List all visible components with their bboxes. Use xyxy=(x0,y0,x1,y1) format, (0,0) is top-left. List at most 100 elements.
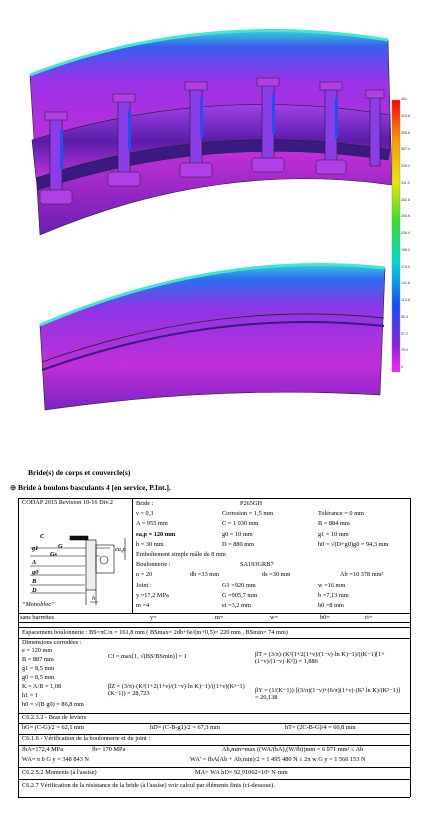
spec: G1 =920 mm xyxy=(222,581,256,589)
spec: P265GH xyxy=(240,500,263,507)
row-line xyxy=(18,622,410,623)
row-line xyxy=(18,713,410,714)
spec: g1 = 10 mm xyxy=(318,530,349,538)
spec: D = 880 mm xyxy=(222,540,255,548)
drawing-label: ea,p xyxy=(115,546,126,553)
legend-label: 395.6 xyxy=(401,130,410,135)
section-text: MA= WA hD= 92,91062×10⁶ N·mm xyxy=(195,769,288,776)
row-line xyxy=(18,613,410,614)
row-line xyxy=(18,638,410,639)
legend-label: 170.0 xyxy=(401,264,410,269)
anchor-icon: ⊕ xyxy=(10,483,17,492)
legend-label: 254.6 xyxy=(401,214,410,219)
formula: Cf = max[1, √(BS/BSmin)] = 1 xyxy=(108,653,187,660)
spec: Joint : xyxy=(136,581,152,589)
bars-cell: y= xyxy=(150,614,157,621)
drawing-label: g1 xyxy=(32,545,39,552)
formula: βZ = (3/π)·(K²(1+2(1+ν)/(1−ν)·ln K)−1)/(… xyxy=(108,683,245,697)
legend-label: 367.4 xyxy=(401,147,410,152)
legend-label: 451 xyxy=(401,97,407,101)
drawing-label: C xyxy=(40,533,45,540)
row-line xyxy=(18,723,410,724)
legend-label: 29.0 xyxy=(401,348,408,353)
dim: h1 = 1 xyxy=(22,692,39,699)
spec: m =4 xyxy=(136,602,150,609)
section-text: Ab,min=max ((WA/fbA),(W/fb))mm = 6 971 m… xyxy=(222,746,364,753)
spec: b =7,13 mm xyxy=(318,591,349,599)
section-text: C6.2.5.2 Moments (à l'assise) xyxy=(22,769,97,776)
doc-title: Bride(s) de corps et couvercle(s) xyxy=(28,468,131,477)
formula: βY = (1/(K−1))·[(3/π)(1−ν)+(6/π)(1+ν)·(K… xyxy=(255,687,401,701)
legend-label: 311.0 xyxy=(401,180,410,185)
drawing-label: g0 xyxy=(32,569,39,576)
section-text: WA' = fbA(Ab + Ab,min)/2 = 1 495 480 N ≤… xyxy=(190,756,366,763)
spec: ei =3,2 mm xyxy=(222,602,251,609)
spec: ds =30 mm xyxy=(262,571,291,579)
row-line xyxy=(18,745,410,746)
drawing-label: B xyxy=(32,578,37,585)
spec: h = 30 mm xyxy=(136,540,164,548)
legend-label: 198.2 xyxy=(401,247,410,252)
spec: G =905,7 mm xyxy=(222,591,258,599)
spec: g0 = 10 mm xyxy=(222,530,253,538)
section-text: hD= (C-B-g1)/2 = 67,3 mm xyxy=(150,724,220,731)
section-text: fb= 170 MPa xyxy=(92,746,126,753)
drawing-label: Gs xyxy=(50,551,57,558)
table-border xyxy=(410,498,411,797)
legend-label: 113.6 xyxy=(401,298,410,302)
drawing-label: “Monobloc” xyxy=(22,601,55,608)
spec: Ab =10 378 mm² xyxy=(340,571,384,579)
doc-subtitle: Bride à boulons basculants 4 [en service… xyxy=(18,483,171,492)
table-border xyxy=(18,498,19,797)
spec: Boulonnerie : xyxy=(136,561,171,569)
drawing-label: A xyxy=(32,559,37,566)
code-label: CODAP 2015 Revision 10-16 Div.2 xyxy=(22,499,113,506)
spec: B = 884 mm xyxy=(318,520,350,528)
bars-cell: sans barrettes xyxy=(20,614,55,621)
spec: w =16 mm xyxy=(318,581,346,589)
spec: n = 20 xyxy=(136,571,153,579)
spec: Bride : xyxy=(136,500,154,507)
drawing-label: h xyxy=(92,595,96,602)
section-text: hT= (2C-B-G)/4 = 66,8 mm xyxy=(285,724,356,731)
dim: g0 = 8,5 mm xyxy=(22,674,55,681)
dim: e = 120 mm xyxy=(22,647,53,654)
legend-label: 57.2 xyxy=(401,331,408,336)
dims-title: Dimensions corrodées : xyxy=(22,639,82,646)
fea-renders xyxy=(29,29,401,411)
legend-label: 0. xyxy=(401,365,404,369)
table-border xyxy=(18,498,410,499)
spec: SA193GRB7 xyxy=(240,561,274,569)
spec: A = 955 mm xyxy=(136,520,168,528)
row-line xyxy=(18,767,410,768)
section-text: C6.2.7 Vérification de la résistance de … xyxy=(22,782,275,789)
spec: ν = 0,3 xyxy=(136,510,154,518)
bars-cell: m= xyxy=(215,614,224,621)
legend-label: 85.4 xyxy=(401,314,408,319)
row-line xyxy=(18,779,410,780)
legend-label: 339.2 xyxy=(401,164,410,168)
spec: Emboîtement simple mâle de 8 mm xyxy=(136,551,226,558)
section-text: WA= π b G y = 348 843 N xyxy=(22,756,89,763)
spec: C = 1 030 mm xyxy=(222,520,259,528)
drawing-label: D xyxy=(32,587,37,594)
section-text: fbA=172,4 MPa xyxy=(22,746,63,753)
legend-label: 141.8 xyxy=(401,281,410,286)
legend-label: 226.4 xyxy=(401,231,410,235)
drawing-label: G xyxy=(58,543,63,550)
bars-cell: b0= xyxy=(320,614,330,621)
legend-label: 423.8 xyxy=(401,113,410,118)
section-text: hG= (C-G)/2 = 62,1 mm xyxy=(22,724,84,731)
spacing: Espacement boulonnerie : BS=πC/n = 161,8… xyxy=(22,629,288,636)
spec: h0 = √(D+g0)g0 = 94,3 mm xyxy=(318,540,389,548)
spec: db =33 mm xyxy=(190,571,220,579)
formula: βT = (3/π)·(K²(1+2(1+ν)/(1−ν)·ln K)−1)/(… xyxy=(255,651,385,665)
legend-label: 282.8 xyxy=(401,197,410,202)
spec: ea,p = 120 mm xyxy=(136,530,176,538)
section-text: C6.2.3.2 - Bras de leviers xyxy=(22,714,87,721)
dim: K = A/B = 1,08 xyxy=(22,683,62,690)
bars-cell: ri= xyxy=(365,614,373,621)
dim: g1 = 8,5 mm xyxy=(22,665,55,672)
table-divider xyxy=(132,498,133,613)
